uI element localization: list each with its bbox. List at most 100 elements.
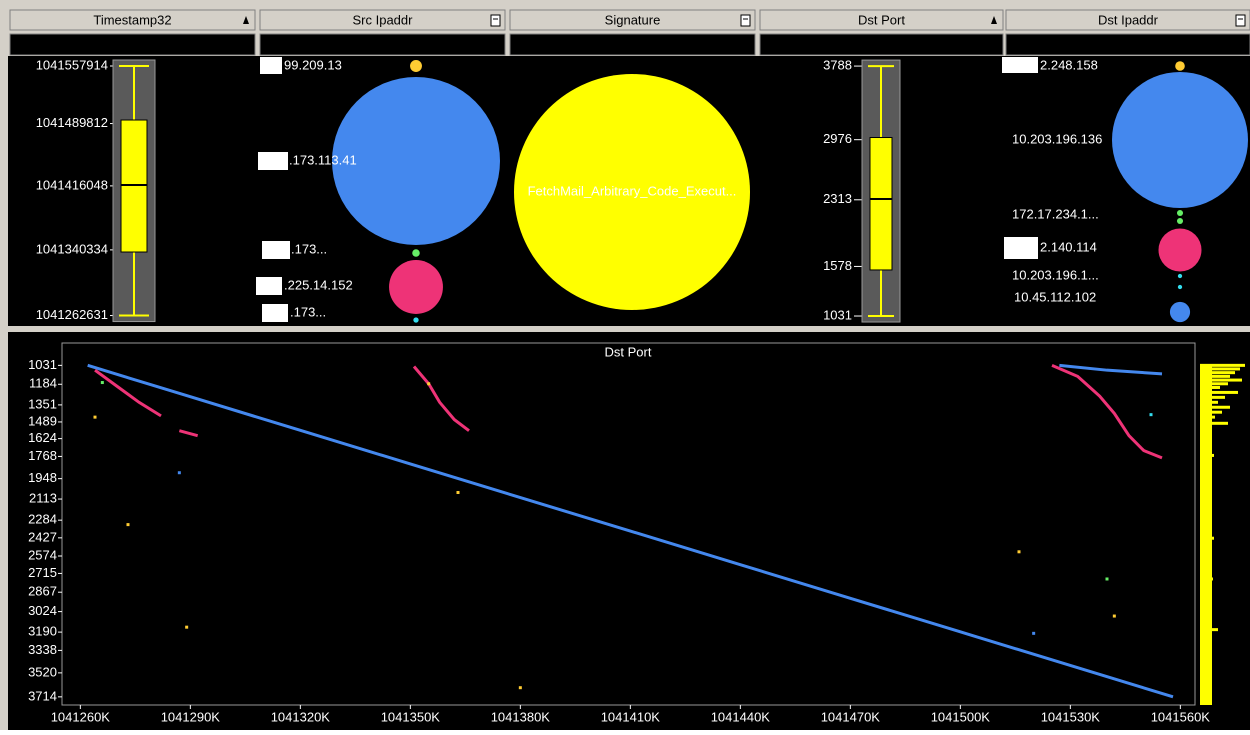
count-bubble[interactable] (514, 74, 750, 310)
count-bubble[interactable] (332, 77, 500, 245)
point (1105, 577, 1109, 581)
value-label[interactable]: .173... (291, 241, 327, 256)
y-tick-label: 2715 (28, 565, 57, 580)
x-tick-label: 1041470K (821, 709, 881, 724)
value-label[interactable]: 2.248.158 (1040, 57, 1098, 72)
column-header-label: Signature (605, 12, 661, 27)
histogram-bar (1200, 477, 1208, 481)
count-bubble[interactable] (389, 260, 443, 314)
point (518, 686, 522, 690)
trace-line (412, 365, 470, 432)
x-tick-label: 1041500K (931, 709, 991, 724)
point (93, 415, 97, 419)
column-header[interactable] (509, 9, 756, 31)
y-tick-label: 1768 (28, 448, 57, 463)
chart-title: Dst Port (605, 344, 652, 359)
box (869, 137, 893, 271)
sort-icon[interactable] (243, 16, 249, 24)
redaction (262, 241, 290, 259)
trace-line (178, 429, 199, 438)
trace-line (87, 363, 1174, 699)
menu-icon[interactable] (1235, 14, 1246, 27)
histogram-bar (1200, 542, 1210, 546)
value-label[interactable]: .173... (290, 304, 326, 319)
redaction (1002, 57, 1038, 73)
sort-icon[interactable] (991, 16, 997, 24)
trace-line (94, 368, 162, 418)
menu-icon[interactable] (490, 14, 501, 27)
count-bubble[interactable] (1169, 301, 1191, 323)
axis-tick-label: 2313 (823, 191, 852, 206)
histogram-bar (1200, 551, 1212, 555)
x-tick-label: 1041410K (601, 709, 661, 724)
column-header-label: Dst Port (858, 12, 905, 27)
filter-box[interactable] (759, 33, 1004, 56)
axis-tick-label: 1031 (823, 307, 852, 322)
value-label[interactable]: 172.17.234.1... (1012, 206, 1099, 221)
column-header[interactable] (259, 9, 506, 31)
plot-frame (61, 342, 1196, 706)
filter-box[interactable] (259, 33, 506, 56)
y-tick-label: 1948 (28, 470, 57, 485)
count-bubble[interactable] (1112, 72, 1248, 208)
count-bubble[interactable] (1176, 209, 1184, 217)
count-bubble[interactable] (412, 249, 420, 257)
filter-box[interactable] (9, 33, 256, 56)
point (1112, 614, 1116, 618)
column-header[interactable] (759, 9, 1004, 31)
y-tick-label: 2867 (28, 584, 57, 599)
histogram-bar (1200, 421, 1228, 425)
point (427, 382, 431, 386)
filter-box[interactable] (509, 33, 756, 56)
count-bubble[interactable] (1177, 284, 1183, 290)
histogram-bar (1200, 536, 1214, 540)
axis-tick-label: 1578 (823, 258, 852, 273)
menu-icon[interactable] (740, 14, 751, 27)
value-label[interactable]: 10.203.196.1... (1012, 267, 1099, 282)
value-label[interactable]: 10.45.112.102 (1014, 289, 1096, 304)
y-tick-label: 2284 (28, 512, 57, 527)
count-bubble[interactable] (1158, 228, 1202, 272)
x-tick-label: 1041350K (381, 709, 441, 724)
x-tick-label: 1041260K (51, 709, 111, 724)
y-tick-label: 3190 (28, 624, 57, 639)
histogram-bar (1200, 390, 1238, 394)
column-header[interactable] (1005, 9, 1250, 31)
axis-tick-label: 1041416048 (36, 177, 108, 192)
histogram-bar (1200, 427, 1212, 431)
count-bubble[interactable] (1175, 61, 1185, 71)
value-label[interactable]: 99.209.13 (284, 57, 342, 72)
point (185, 625, 189, 629)
histogram-bar (1200, 395, 1225, 399)
value-label[interactable]: FetchMail_Arbitrary_Code_Execut... (528, 183, 737, 198)
histogram-bar (1200, 410, 1222, 414)
x-tick-label: 1041320K (271, 709, 331, 724)
value-label[interactable]: 10.203.196.136 (1012, 131, 1102, 146)
y-tick-label: 3338 (28, 642, 57, 657)
redaction (262, 304, 288, 322)
value-label[interactable]: 2.140.114 (1040, 239, 1097, 254)
histogram-bar (1200, 378, 1242, 382)
filter-box[interactable] (1005, 33, 1250, 56)
y-tick-label: 1489 (28, 413, 57, 428)
value-label[interactable]: .173.113.41 (289, 152, 357, 167)
column-header-label: Src Ipaddr (353, 12, 414, 27)
y-tick-label: 3714 (28, 688, 57, 703)
count-bubble[interactable] (413, 317, 419, 323)
count-bubble[interactable] (1176, 217, 1184, 225)
histogram-bar (1200, 405, 1230, 409)
count-bubble[interactable] (1177, 273, 1183, 279)
count-bubble[interactable] (410, 60, 422, 72)
point (1032, 631, 1036, 635)
y-tick-label: 2113 (29, 490, 57, 505)
y-tick-label: 1351 (28, 396, 57, 411)
histogram-bar (1200, 628, 1218, 632)
trace-line (1059, 363, 1163, 376)
histogram-bar (1200, 374, 1230, 378)
point (456, 490, 460, 494)
histogram-bar (1200, 415, 1215, 419)
column-header[interactable] (9, 9, 256, 31)
value-label[interactable]: .225.14.152 (284, 277, 353, 292)
histogram-bar (1200, 385, 1220, 389)
redaction (258, 152, 288, 170)
